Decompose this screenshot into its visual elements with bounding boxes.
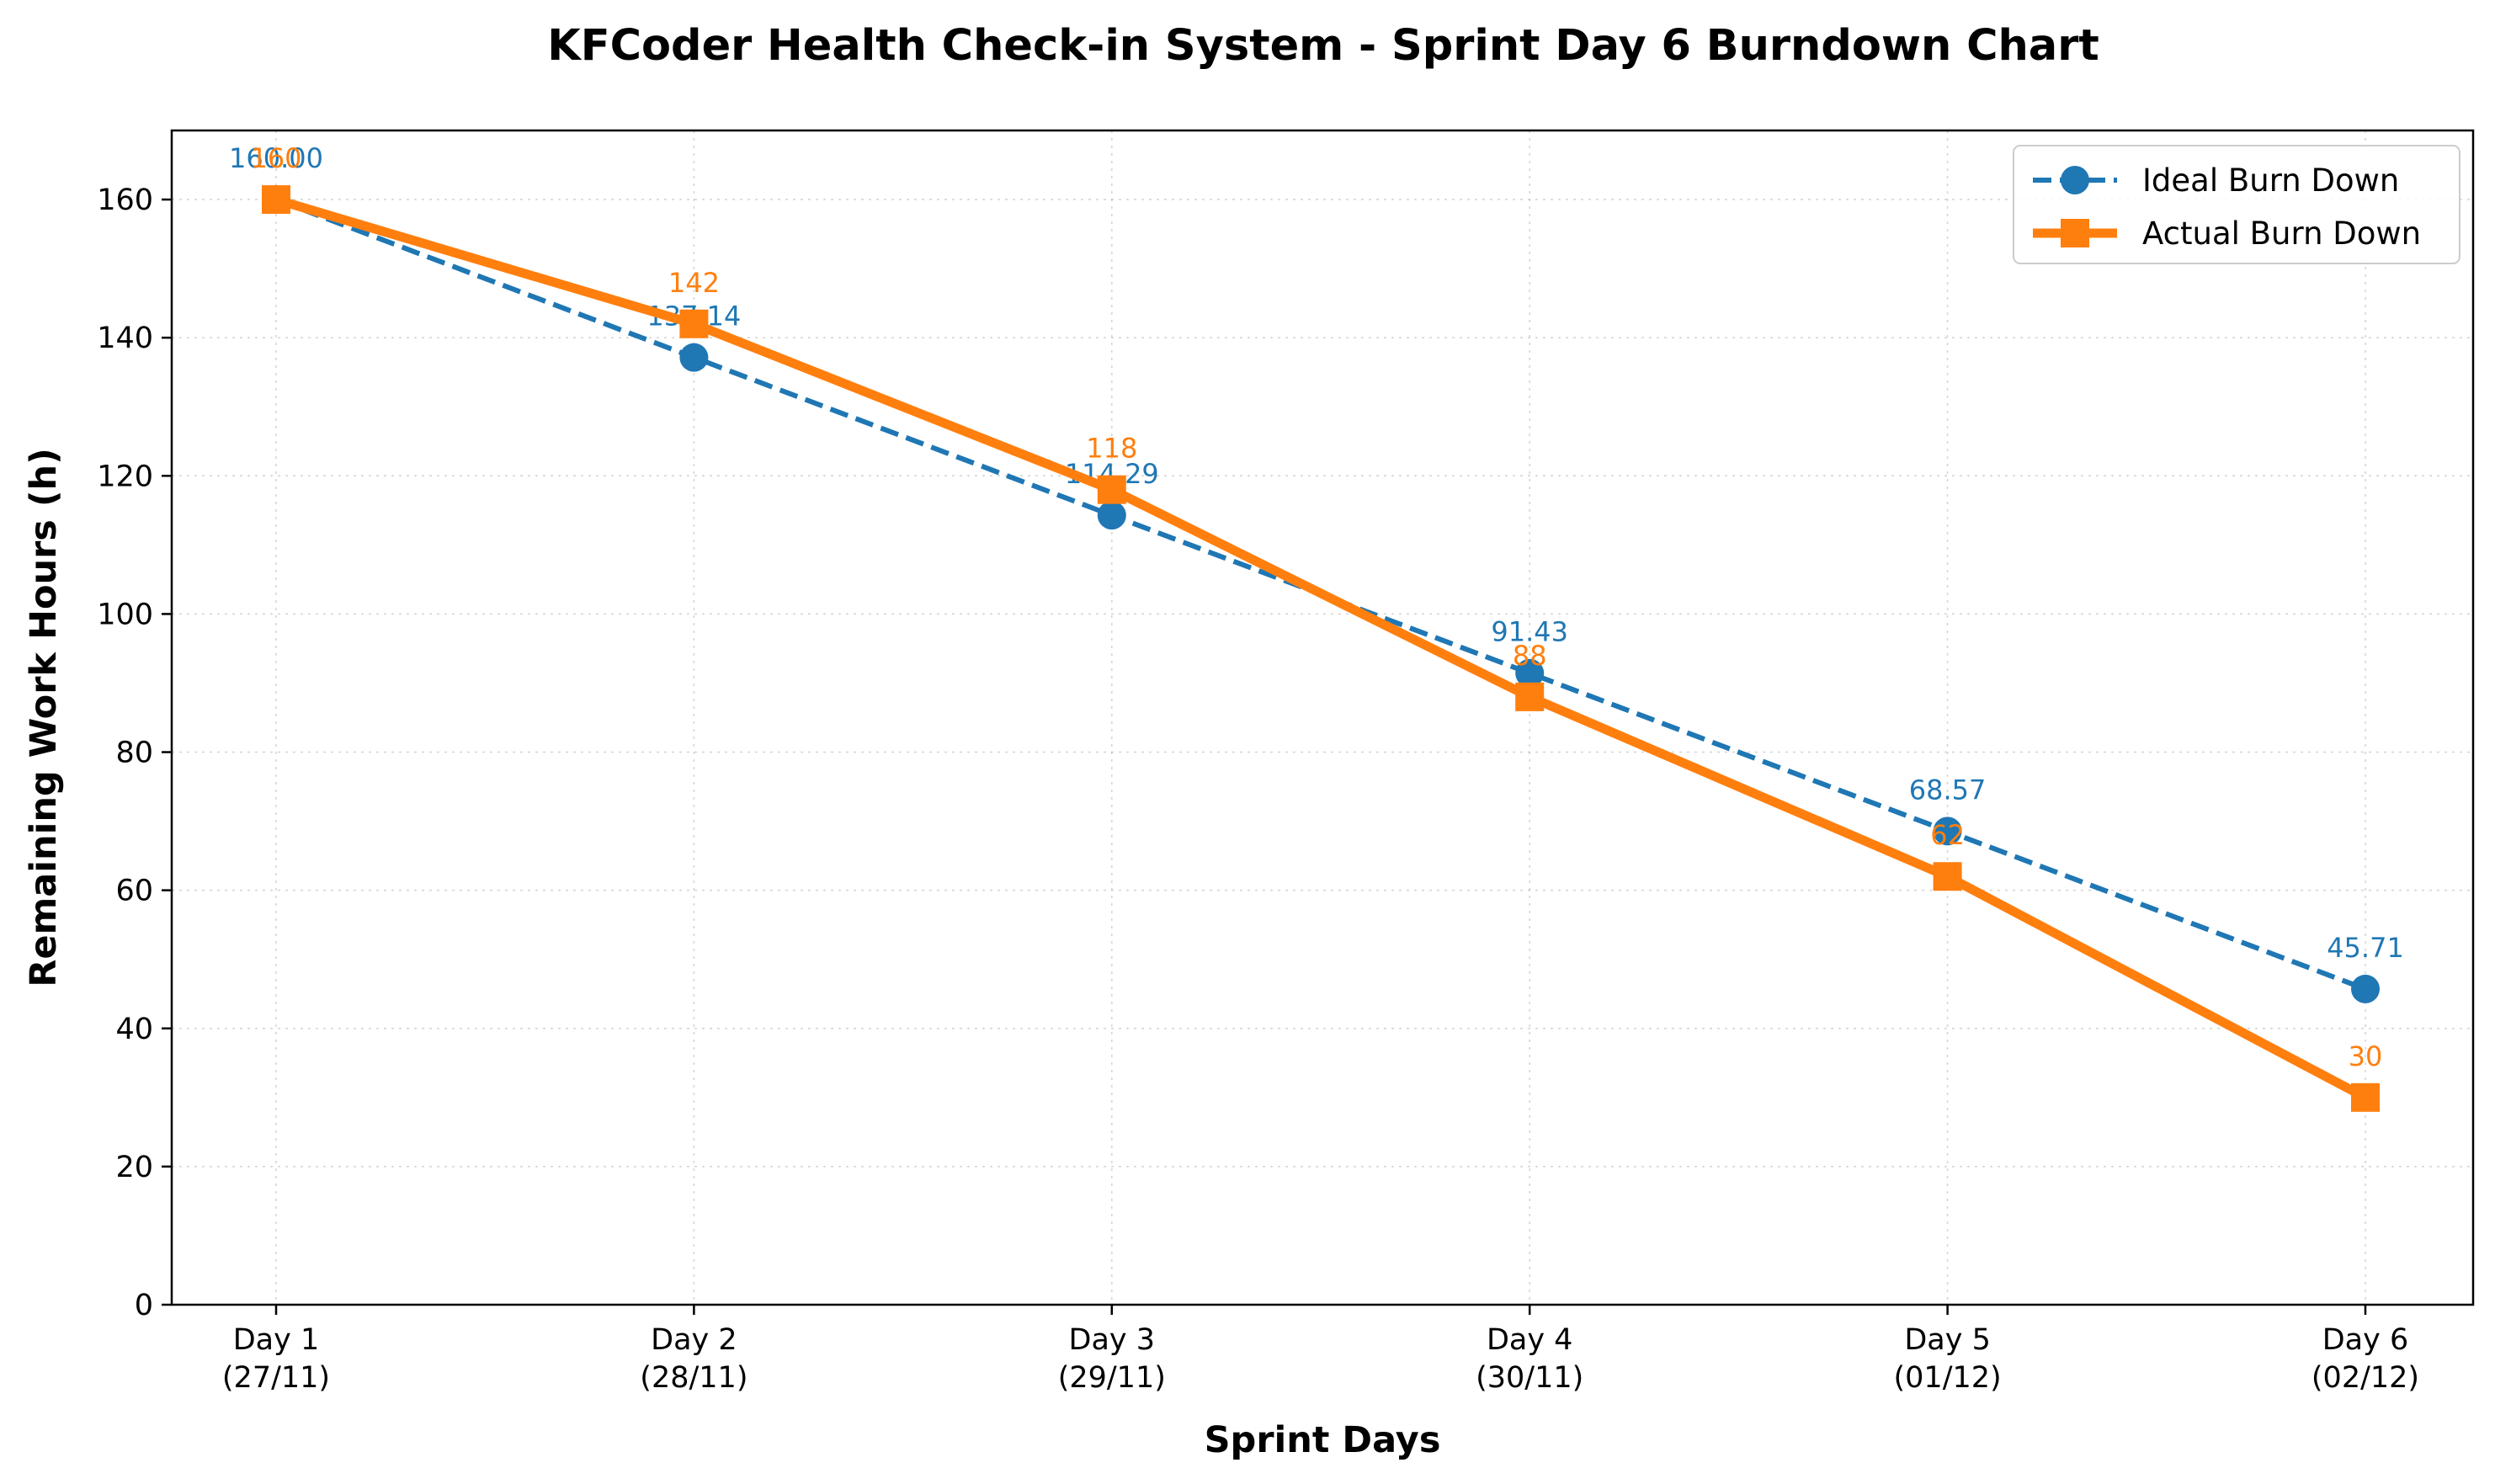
data-point bbox=[2351, 974, 2380, 1003]
legend-marker bbox=[2061, 166, 2089, 194]
x-tick-sublabel: (29/11) bbox=[1058, 1361, 1166, 1395]
data-point bbox=[1515, 658, 1545, 688]
y-tick-label: 80 bbox=[115, 737, 153, 770]
y-tick-label: 100 bbox=[97, 598, 153, 631]
y-tick-label: 140 bbox=[97, 322, 153, 355]
data-label: 68.57 bbox=[1909, 774, 1987, 806]
legend-label: Actual Burn Down bbox=[2142, 215, 2421, 252]
y-tick-label: 0 bbox=[135, 1289, 153, 1322]
x-tick-label: Day 2 bbox=[651, 1323, 737, 1357]
x-tick-sublabel: (27/11) bbox=[222, 1361, 330, 1395]
data-label: 91.43 bbox=[1491, 616, 1568, 648]
series-line bbox=[271, 194, 2370, 1103]
plot-frame bbox=[170, 129, 2475, 1306]
data-point bbox=[2351, 1082, 2380, 1112]
x-tick-label: Day 6 bbox=[2322, 1323, 2409, 1357]
x-axis-label: Sprint Days bbox=[1205, 1419, 1441, 1461]
legend-item-actual: Actual Burn Down bbox=[2033, 215, 2421, 252]
y-tick-label: 60 bbox=[115, 875, 153, 908]
data-point bbox=[679, 309, 709, 338]
y-tick-label: 40 bbox=[115, 1013, 153, 1046]
axes: 0 20 40 60 80 100 120 140 160 Day 1 (27/11) Day 2 (2… bbox=[97, 184, 2419, 1395]
x-tick-label: Day 4 bbox=[1487, 1323, 1573, 1357]
data-point bbox=[1097, 501, 1126, 530]
y-tick-label: 160 bbox=[97, 184, 153, 217]
y-tick-label: 120 bbox=[97, 460, 153, 493]
x-tick-sublabel: (02/12) bbox=[2311, 1361, 2419, 1395]
x-tick-sublabel: (30/11) bbox=[1476, 1361, 1583, 1395]
chart-title: KFCoder Health Check-in System - Sprint … bbox=[547, 21, 2099, 71]
series-layer: 160.00137.14114.2991.4368.5745.711601421… bbox=[229, 142, 2404, 1112]
series-actual: 160 142 118 88 62 30 bbox=[250, 142, 2382, 1112]
data-point bbox=[1933, 816, 1962, 846]
data-label: 30 bbox=[2349, 1040, 2383, 1072]
data-label: 160 bbox=[250, 142, 301, 174]
x-tick-label: Day 1 bbox=[233, 1323, 320, 1357]
y-tick-label: 20 bbox=[115, 1151, 153, 1184]
x-tick-label: Day 3 bbox=[1069, 1323, 1156, 1357]
x-tick-sublabel: (28/11) bbox=[640, 1361, 747, 1395]
legend-label: Ideal Burn Down bbox=[2142, 162, 2399, 199]
grid bbox=[172, 130, 2473, 1306]
legend-item-ideal: Ideal Burn Down bbox=[2033, 162, 2399, 199]
data-point bbox=[1515, 682, 1545, 711]
data-point bbox=[679, 343, 709, 372]
data-label: 160.00 bbox=[229, 142, 323, 174]
data-label: 45.71 bbox=[2327, 932, 2404, 964]
data-point bbox=[262, 185, 290, 215]
data-point bbox=[1097, 475, 1126, 504]
x-tick-sublabel: (01/12) bbox=[1894, 1361, 2002, 1395]
data-label: 118 bbox=[1086, 433, 1137, 465]
legend: Ideal Burn Down Actual Burn Down bbox=[2013, 145, 2460, 264]
data-label: 62 bbox=[1930, 819, 1965, 851]
data-point bbox=[1933, 862, 1962, 891]
data-label: 88 bbox=[1513, 640, 1547, 672]
legend-box bbox=[2013, 145, 2460, 264]
data-label: 142 bbox=[668, 267, 720, 299]
legend-marker bbox=[2061, 219, 2089, 247]
y-axis-label: Remaining Work Hours (h) bbox=[23, 448, 65, 987]
x-tick-label: Day 5 bbox=[1904, 1323, 1991, 1357]
